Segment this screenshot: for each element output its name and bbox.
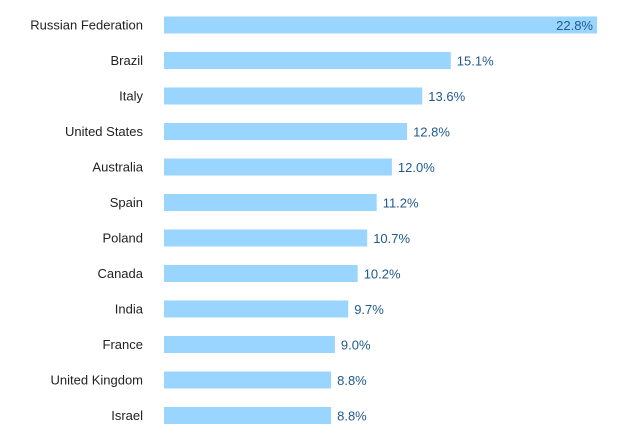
bar-india xyxy=(164,300,349,318)
value-label: 15.1% xyxy=(457,54,494,69)
bar-italy xyxy=(164,87,423,105)
bars xyxy=(164,16,597,424)
value-label: 12.0% xyxy=(398,160,435,175)
category-label: United States xyxy=(65,124,144,139)
category-label: France xyxy=(103,337,143,352)
bar-canada xyxy=(164,265,358,282)
category-label: Australia xyxy=(92,160,143,175)
value-label: 22.8% xyxy=(556,18,593,33)
category-label: Brazil xyxy=(110,53,143,68)
value-label: 10.7% xyxy=(373,231,410,246)
category-label: United Kingdom xyxy=(51,373,144,388)
value-labels: 22.8% 15.1% 13.6% 12.8% 12.0% 11.2% 10.7% 10.2%… xyxy=(337,18,593,424)
category-label: India xyxy=(115,302,144,317)
bar-israel xyxy=(164,407,332,424)
value-label: 8.8% xyxy=(337,409,367,424)
value-label: 10.2% xyxy=(364,267,401,282)
category-label: Italy xyxy=(119,89,143,104)
category-label: Canada xyxy=(97,266,143,281)
bar-brazil xyxy=(164,52,451,69)
bar-france xyxy=(164,336,335,353)
bar-spain xyxy=(164,194,377,211)
category-label: Israel xyxy=(111,408,143,423)
value-label: 11.2% xyxy=(383,196,419,211)
category-labels: Russian Federation Brazil Italy United Stat… xyxy=(30,18,144,424)
bar-united-kingdom xyxy=(164,371,332,389)
bar-united-states xyxy=(164,123,408,140)
category-label: Russian Federation xyxy=(30,18,143,33)
value-label: 9.0% xyxy=(341,338,371,353)
category-label: Spain xyxy=(110,195,143,210)
value-label: 12.8% xyxy=(413,125,450,140)
bar-poland xyxy=(164,229,368,247)
value-label: 9.7% xyxy=(354,302,384,317)
value-label: 8.8% xyxy=(337,373,367,388)
category-label: Poland xyxy=(103,231,143,246)
value-label: 13.6% xyxy=(428,89,465,104)
bar-russian-federation xyxy=(164,16,597,34)
bar-australia xyxy=(164,158,392,176)
